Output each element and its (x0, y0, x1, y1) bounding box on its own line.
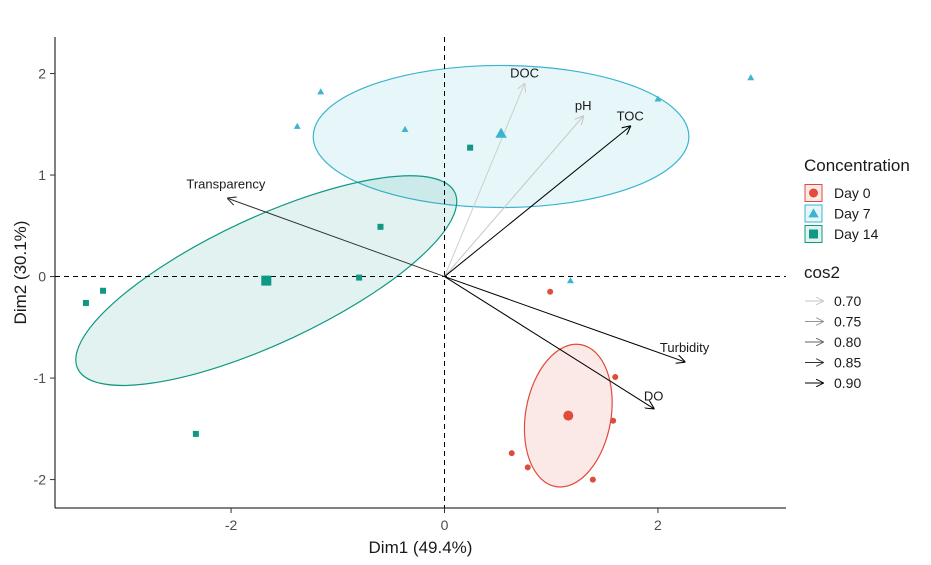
arrow-ph (444, 116, 584, 277)
point-day-14 (100, 287, 107, 294)
variable-label-transparency: Transparency (186, 176, 265, 191)
point-day-7 (747, 74, 755, 81)
variable-label-doc: DOC (510, 66, 539, 81)
point-day-14 (467, 144, 474, 151)
point-day-14 (82, 299, 89, 306)
plot-area: -2 0 2 -2 -1 0 1 2 Dim1 (49.4%) Dim2 (30.1%) DOC pH… (11, 37, 786, 557)
y-tick-label: -2 (34, 472, 47, 488)
point-day-0 (610, 417, 617, 424)
point-day-7 (654, 95, 662, 102)
y-axis-title: Dim2 (30.1%) (11, 221, 30, 325)
variable-label-do: DO (644, 389, 664, 404)
x-tick-label: -2 (225, 517, 238, 533)
point-day-0 (508, 450, 515, 457)
y-tick-label: -1 (34, 370, 47, 386)
point-day-0 (524, 464, 531, 471)
point-day-7 (293, 122, 301, 129)
variable-label-turbidity: Turbidity (660, 340, 710, 355)
x-tick-label: 2 (654, 517, 662, 533)
arrow-do (444, 276, 654, 409)
centroid-day-0 (563, 410, 574, 421)
arrow-toc (444, 126, 631, 277)
point-day-14 (377, 223, 384, 230)
arrow-doc (444, 84, 525, 277)
variable-label-toc: TOC (617, 108, 644, 123)
y-tick-label: 1 (38, 167, 46, 183)
y-tick-label: 2 (38, 66, 46, 82)
point-day-14 (356, 274, 363, 281)
point-day-7 (401, 125, 409, 132)
point-day-0 (547, 288, 554, 295)
variable-label-ph: pH (575, 98, 592, 113)
x-axis-title: Dim1 (49.4%) (369, 538, 473, 557)
x-tick-label: 0 (441, 517, 449, 533)
y-tick-label: 0 (38, 269, 46, 285)
point-day-0 (612, 374, 619, 381)
point-day-7 (566, 277, 574, 284)
point-day-7 (317, 88, 325, 95)
point-day-0 (589, 476, 596, 483)
point-day-14 (192, 430, 199, 437)
arrow-transparency (228, 198, 445, 278)
arrow-turbidity (444, 276, 685, 362)
centroid-day-14 (261, 275, 272, 286)
centroid-day-7 (495, 127, 507, 138)
